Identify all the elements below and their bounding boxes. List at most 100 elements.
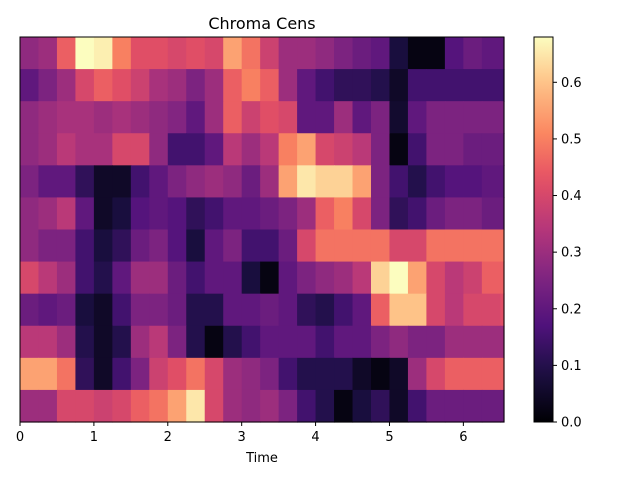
heatmap-cell [278,229,298,263]
heatmap-cell [444,357,464,391]
heatmap-cell [223,261,243,295]
heatmap-cell [444,197,464,231]
heatmap-cell [204,101,224,134]
heatmap-cell [297,261,317,295]
heatmap-cell [241,133,261,166]
heatmap-cell [444,37,464,70]
heatmap-cell [481,101,501,134]
heatmap-cell [463,37,483,70]
heatmap-cell [260,37,280,70]
heatmap-cell [56,261,77,295]
heatmap-cell [56,197,77,231]
heatmap-cell [186,101,206,134]
colorbar-axis: 0.0 0.1 0.2 0.3 0.4 0.5 0.6 [553,76,582,431]
heatmap-cell [426,261,446,295]
heatmap-cell [297,37,317,70]
heatmap-cell [149,229,169,263]
heatmap-cell [241,325,261,359]
heatmap-cell [352,69,372,102]
heatmap-cell [130,37,150,70]
heatmap-cell [130,261,150,295]
heatmap-cell [352,165,372,199]
heatmap-cell [315,37,335,70]
heatmap-cell [370,389,391,423]
heatmap-cell [75,69,95,102]
heatmap-cell [75,325,95,359]
heatmap-cell [481,165,501,199]
chart-title: Chroma Cens [208,14,315,33]
heatmap-cell [463,133,483,166]
heatmap-cell [38,261,58,295]
heatmap-cell [297,101,317,134]
heatmap-cell [149,261,169,295]
heatmap-cell [481,293,501,327]
heatmap-cell [38,69,58,102]
heatmap-cell [463,325,483,359]
heatmap-cell [149,357,169,391]
heatmap-cell [204,69,224,102]
plot-frame [19,36,505,423]
heatmap-cell [167,133,187,166]
heatmap-cell [75,197,95,231]
heatmap-cell [38,165,58,199]
heatmap-cell [38,357,58,391]
heatmap-cell [407,357,428,391]
heatmap-cell [20,133,40,166]
heatmap-cell [407,261,428,295]
colorbar [534,37,553,422]
heatmap-cell [93,293,113,327]
heatmap-cell [481,325,501,359]
heatmap-cell [389,37,409,70]
heatmap-cell [186,133,206,166]
heatmap-cell [297,165,317,199]
heatmap-cell [149,293,169,327]
heatmap-cell [500,229,505,263]
heatmap-cell [315,101,335,134]
heatmap-cell [297,69,317,102]
heatmap-cell [112,357,132,391]
heatmap-cell [334,325,354,359]
heatmap-cell [112,293,132,327]
heatmap-cell [260,389,280,423]
heatmap-cell [93,133,113,166]
heatmap-cell [167,101,187,134]
heatmap-cell [444,229,464,263]
heatmap-cell [20,37,40,70]
heatmap-cell [481,197,501,231]
heatmap-cell [186,357,206,391]
heatmap-cell [500,69,505,102]
heatmap-cell [315,165,335,199]
heatmap-cell [389,165,409,199]
heatmap-cell [407,133,428,166]
heatmap-cell [112,165,132,199]
heatmap-cell [389,197,409,231]
heatmap-cell [260,229,280,263]
heatmap-cell [278,261,298,295]
heatmap-cell [260,197,280,231]
heatmap-cell [56,101,77,134]
heatmap-cell [389,101,409,134]
heatmap-cell [389,229,409,263]
heatmap-cell [481,133,501,166]
heatmap-cell [56,229,77,263]
heatmap-cell [426,37,446,70]
heatmap-cell [149,165,169,199]
heatmap-cell [352,325,372,359]
heatmap-cell [204,229,224,263]
heatmap-cell [315,389,335,423]
heatmap-cell [260,293,280,327]
heatmap-cell [75,357,95,391]
heatmap-cell [167,37,187,70]
heatmap-cell [407,69,428,102]
heatmap-cell [130,357,150,391]
heatmap-cell [500,101,505,134]
heatmap-cell [130,325,150,359]
heatmap-cell [426,69,446,102]
heatmap-cell [481,357,501,391]
heatmap-cell [297,133,317,166]
heatmap-cell [223,165,243,199]
colorbar-tick-label: 0.1 [561,359,582,374]
heatmap-cell [500,37,505,70]
colorbar-tick-label: 0.4 [561,189,582,204]
heatmap-cell [444,325,464,359]
